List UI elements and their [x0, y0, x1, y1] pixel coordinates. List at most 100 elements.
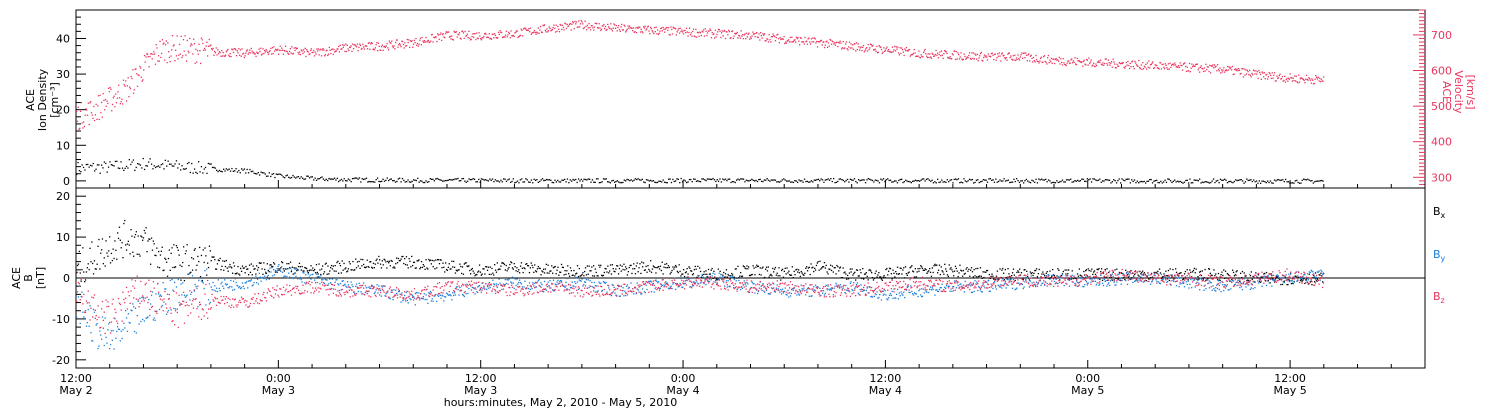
- b-by-series-point: [548, 285, 550, 287]
- velocity-series-point: [627, 25, 629, 27]
- velocity-series-point: [1160, 62, 1162, 64]
- b-bx-series-point: [409, 260, 411, 262]
- b-bx-series-point: [1226, 272, 1228, 275]
- velocity-series-point: [351, 50, 353, 52]
- velocity-series-point: [631, 27, 633, 29]
- b-bx-series-point: [1196, 278, 1198, 281]
- b-by-series-point: [537, 279, 539, 282]
- ion-density-series-point: [313, 179, 315, 181]
- b-by-series-point: [300, 278, 302, 281]
- b-by-series-point: [105, 336, 107, 338]
- velocity-series-point: [159, 40, 161, 42]
- velocity-series-point: [772, 33, 774, 35]
- ion-density-series-point: [1304, 178, 1306, 181]
- ion-density-series-point: [475, 181, 477, 183]
- b-bx-series-point: [452, 266, 454, 268]
- ion-density-series-point: [959, 182, 961, 184]
- b-by-series-point: [118, 328, 121, 331]
- velocity-series-point: [801, 41, 803, 43]
- b-by-series-point: [701, 274, 703, 276]
- velocity-series-point: [473, 36, 475, 38]
- b-by-series-point: [561, 283, 564, 286]
- b-bx-series-point: [601, 274, 603, 276]
- b-bx-series-point: [369, 261, 371, 263]
- velocity-series-point: [814, 38, 816, 40]
- velocity-series-point: [526, 29, 529, 31]
- velocity-series-point: [966, 56, 968, 58]
- b-bx-series-point: [500, 265, 502, 267]
- velocity-series-point: [915, 55, 917, 58]
- b-bx-series-point: [166, 261, 168, 263]
- ion-density-series-point: [196, 172, 198, 175]
- ion-density-series-point: [315, 179, 318, 181]
- ion-density-series-point: [181, 165, 183, 167]
- b-bx-series-point: [652, 265, 654, 267]
- velocity-series-point: [684, 29, 686, 31]
- ion-density-series-point: [350, 181, 352, 183]
- ion-density-series-point: [343, 178, 345, 180]
- velocity-series-point: [145, 56, 147, 58]
- b-bx-series-point: [514, 266, 516, 268]
- b-bx-series-point: [352, 260, 354, 263]
- ion-density-series-point: [830, 178, 832, 180]
- b-bx-series-point: [265, 272, 268, 274]
- velocity-series-point: [1181, 65, 1183, 67]
- b-bx-series-point: [161, 246, 163, 248]
- b-bx-series-point: [618, 267, 621, 270]
- velocity-series-point: [1203, 67, 1205, 69]
- ion-density-series-point: [602, 178, 605, 180]
- b-by-series-point: [119, 340, 121, 342]
- velocity-series-point: [1095, 63, 1097, 65]
- ion-density-series-point: [640, 179, 642, 181]
- b-bx-series-point: [132, 251, 134, 253]
- b-bx-series-point: [953, 275, 955, 277]
- ion-density-series-point: [566, 178, 569, 180]
- b-bx-series-point: [822, 266, 824, 268]
- ion-density-series-point: [1206, 181, 1208, 183]
- ion-density-series-point: [143, 168, 146, 171]
- b-bx-series-point: [907, 272, 909, 274]
- ion-density-series-point: [702, 178, 704, 180]
- b-by-series-point: [787, 289, 789, 291]
- b-by-series-point: [414, 304, 416, 306]
- ion-density-series-point: [1207, 181, 1209, 183]
- velocity-series-point: [581, 21, 583, 23]
- b-by-series-point: [644, 282, 646, 285]
- b-bx-series-point: [749, 274, 752, 277]
- velocity-series-point: [587, 27, 589, 29]
- ion-density-series-point: [508, 178, 510, 180]
- velocity-series-point: [415, 37, 417, 40]
- b-bx-series-point: [807, 267, 810, 269]
- b-bx-series-point: [217, 259, 219, 261]
- b-bx-series-point: [81, 269, 83, 271]
- ion-density-series-point: [385, 179, 387, 181]
- velocity-series-point: [78, 128, 80, 131]
- b-by-series-point: [522, 288, 524, 290]
- b-bx-series-point: [1092, 273, 1094, 275]
- velocity-series-point: [950, 58, 952, 60]
- b-by-series-point: [718, 272, 720, 274]
- b-bx-series-point: [1065, 273, 1067, 275]
- ion-density-series-point: [717, 180, 720, 182]
- b-bx-series-point: [238, 273, 240, 275]
- b-by-series-point: [190, 293, 192, 295]
- velocity-series-point: [341, 48, 343, 50]
- velocity-series-point: [1086, 59, 1088, 61]
- velocity-series-point: [658, 32, 660, 34]
- ion-density-series-point: [1294, 180, 1296, 182]
- ion-density-series-point: [119, 167, 121, 170]
- velocity-series-point: [720, 36, 722, 39]
- velocity-series-point: [1056, 59, 1058, 61]
- ion-density-series-point: [1060, 180, 1062, 183]
- b-bx-series-point: [846, 278, 848, 280]
- b-bx-series-point: [181, 265, 183, 268]
- ion-density-series-point: [1043, 179, 1046, 181]
- velocity-series-point: [289, 48, 291, 50]
- b-bx-series-point: [128, 244, 130, 246]
- ion-density-series-point: [1057, 181, 1059, 184]
- velocity-series-point: [292, 52, 295, 55]
- b-by-series-point: [840, 286, 842, 288]
- b-bx-series-point: [765, 266, 768, 268]
- b-bx-series-point: [875, 270, 877, 272]
- b-by-series-point: [167, 309, 170, 312]
